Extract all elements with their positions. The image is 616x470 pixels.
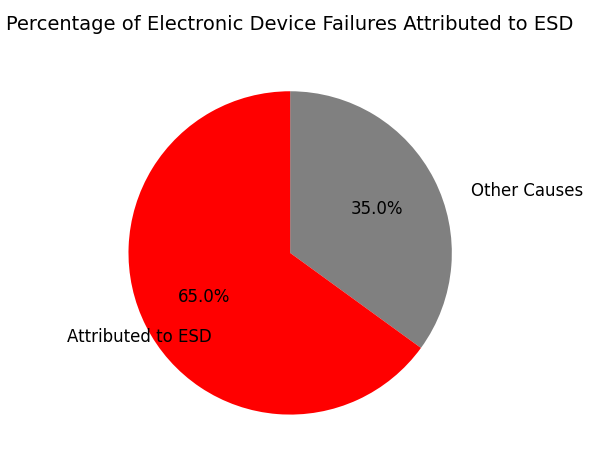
Title: Percentage of Electronic Device Failures Attributed to ESD: Percentage of Electronic Device Failures… [7, 15, 574, 34]
Wedge shape [290, 91, 452, 348]
Text: 35.0%: 35.0% [351, 200, 403, 218]
Text: Attributed to ESD: Attributed to ESD [67, 328, 212, 346]
Wedge shape [129, 91, 421, 415]
Text: Other Causes: Other Causes [471, 182, 583, 201]
Text: 65.0%: 65.0% [177, 288, 230, 306]
